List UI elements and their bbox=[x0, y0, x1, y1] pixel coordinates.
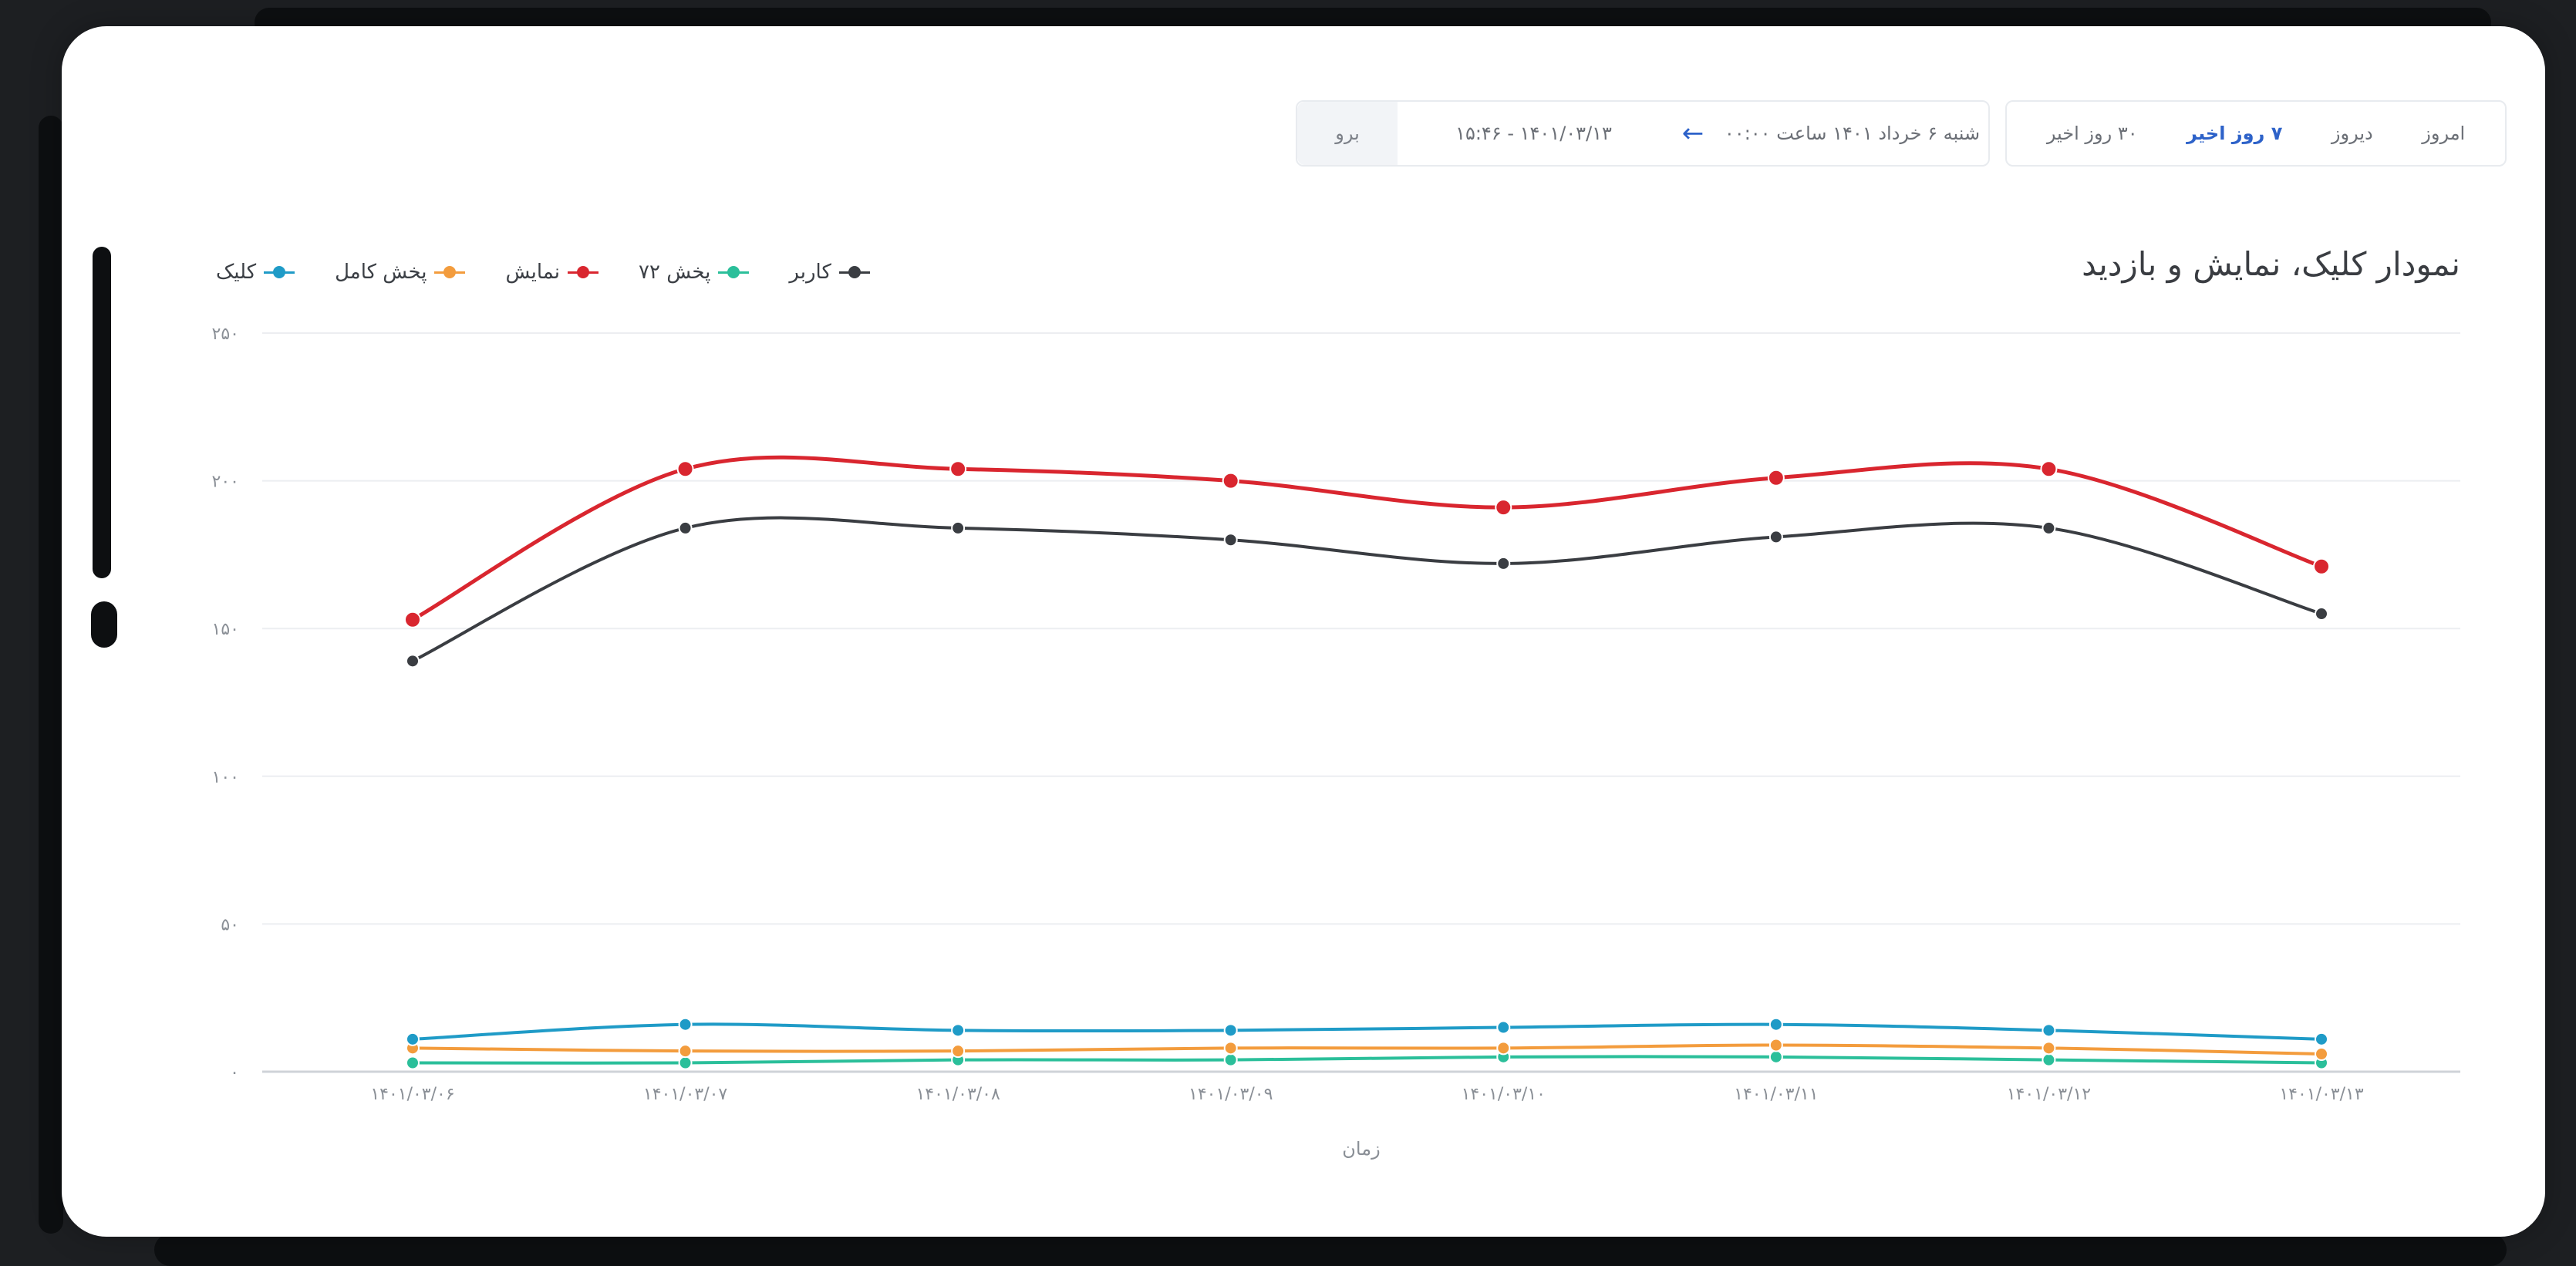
data-point bbox=[1495, 499, 1512, 517]
legend-item-click[interactable]: کلیک bbox=[216, 261, 295, 284]
data-point bbox=[951, 1044, 966, 1059]
x-tick-label: ۱۴۰۱/۰۳/۰۶ bbox=[370, 1085, 454, 1104]
legend-marker-icon bbox=[718, 264, 750, 280]
date-range-picker: شنبه ۶ خرداد ۱۴۰۱ ساعت ۰۰:۰۰ ← ۱۴۰۱/۰۳/۱… bbox=[1296, 100, 1990, 167]
data-point bbox=[2315, 1032, 2328, 1046]
period-tab-30days[interactable]: ۳۰ روز اخیر bbox=[2046, 123, 2138, 144]
x-tick-label: ۱۴۰۱/۰۳/۱۱ bbox=[1734, 1085, 1818, 1104]
period-tab-yesterday[interactable]: دیروز bbox=[2331, 123, 2373, 144]
y-tick-label: ۱۵۰ bbox=[212, 620, 239, 639]
data-point bbox=[2040, 460, 2058, 478]
y-tick-label: ۰ bbox=[230, 1063, 239, 1082]
data-point bbox=[1496, 556, 1511, 571]
series-line bbox=[412, 1043, 2322, 1056]
data-point bbox=[2313, 557, 2330, 575]
legend-marker-icon bbox=[434, 264, 466, 280]
data-point bbox=[678, 1044, 693, 1059]
period-tab-today[interactable]: امروز bbox=[2422, 123, 2466, 144]
legend-label: کلیک bbox=[216, 261, 257, 284]
legend-item-full-play[interactable]: پخش کامل bbox=[335, 261, 466, 284]
data-point bbox=[2042, 1041, 2056, 1056]
data-point bbox=[678, 520, 693, 535]
data-point bbox=[406, 1056, 420, 1070]
legend-item-impression[interactable]: نمایش bbox=[505, 261, 599, 284]
series-line bbox=[412, 516, 2322, 663]
y-tick-label: ۱۰۰ bbox=[212, 768, 239, 787]
arrow-left-icon: ← bbox=[1681, 118, 1704, 149]
range-start-field[interactable]: شنبه ۶ خرداد ۱۴۰۱ ساعت ۰۰:۰۰ bbox=[1724, 123, 1981, 144]
go-button[interactable]: برو bbox=[1297, 102, 1398, 165]
series-line bbox=[412, 1055, 2322, 1065]
legend-label: پخش کامل bbox=[335, 261, 427, 284]
device-side-button bbox=[93, 247, 111, 578]
series-line bbox=[412, 1022, 2322, 1041]
data-point bbox=[2042, 520, 2056, 535]
legend-label: پخش ۷۲ bbox=[639, 261, 711, 284]
x-tick-label: ۱۴۰۱/۰۳/۱۰ bbox=[1462, 1085, 1546, 1104]
legend-item-user[interactable]: کاربر bbox=[789, 261, 870, 284]
data-point bbox=[678, 1056, 693, 1070]
x-tick-label: ۱۴۰۱/۰۳/۰۸ bbox=[915, 1085, 1000, 1104]
data-point bbox=[404, 611, 421, 628]
x-tick-label: ۱۴۰۱/۰۳/۱۲ bbox=[2007, 1085, 2091, 1104]
period-selector: امروز دیروز ۷ روز اخیر ۳۰ روز اخیر bbox=[2005, 100, 2507, 167]
data-point bbox=[406, 654, 420, 668]
range-end-field[interactable]: ۱۴۰۱/۰۳/۱۳ - ۱۵:۴۶ bbox=[1455, 123, 1612, 144]
device-frame-left bbox=[39, 116, 63, 1234]
data-point bbox=[951, 1023, 966, 1038]
legend-marker-icon bbox=[838, 264, 870, 280]
x-axis-title: زمان bbox=[1342, 1138, 1380, 1160]
data-point bbox=[1496, 1020, 1511, 1035]
data-point bbox=[949, 460, 967, 478]
data-point bbox=[2042, 1052, 2056, 1067]
data-point bbox=[1768, 1038, 1783, 1052]
data-point bbox=[1767, 469, 1785, 487]
data-point bbox=[1496, 1041, 1511, 1056]
data-point bbox=[1768, 1017, 1783, 1032]
data-point bbox=[1768, 530, 1783, 544]
chart-legend: کاربر پخش ۷۲ نمایش پخش کامل کلیک bbox=[216, 261, 870, 284]
y-tick-label: ۵۰ bbox=[221, 915, 239, 934]
period-tab-7days[interactable]: ۷ روز اخیر bbox=[2187, 123, 2283, 144]
data-point bbox=[1768, 1049, 1783, 1064]
data-point bbox=[951, 520, 966, 535]
data-point bbox=[406, 1032, 420, 1046]
device-frame-bottom bbox=[154, 1234, 2507, 1266]
data-point bbox=[676, 460, 694, 478]
data-point bbox=[1223, 533, 1238, 547]
y-tick-label: ۲۰۰ bbox=[212, 473, 239, 492]
x-tick-label: ۱۴۰۱/۰۳/۰۷ bbox=[643, 1085, 728, 1104]
data-point bbox=[678, 1017, 693, 1032]
data-point bbox=[2315, 1047, 2328, 1062]
data-point bbox=[1222, 472, 1239, 490]
chart-title: نمودار کلیک، نمایش و بازدید bbox=[2082, 245, 2460, 283]
legend-marker-icon bbox=[568, 264, 599, 280]
legend-label: کاربر bbox=[789, 261, 831, 284]
x-tick-label: ۱۴۰۱/۰۳/۰۹ bbox=[1189, 1085, 1273, 1104]
x-tick-label: ۱۴۰۱/۰۳/۱۳ bbox=[2279, 1085, 2364, 1104]
device-side-dot bbox=[91, 601, 117, 648]
y-tick-label: ۲۵۰ bbox=[212, 325, 239, 344]
legend-label: نمایش bbox=[505, 261, 561, 284]
data-point bbox=[1223, 1052, 1238, 1067]
data-point bbox=[1223, 1023, 1238, 1038]
legend-marker-icon bbox=[264, 264, 295, 280]
legend-item-play72[interactable]: پخش ۷۲ bbox=[639, 261, 750, 284]
data-point bbox=[2042, 1023, 2056, 1038]
data-point bbox=[2315, 607, 2328, 621]
data-point bbox=[1223, 1041, 1238, 1056]
series-line bbox=[411, 455, 2322, 621]
